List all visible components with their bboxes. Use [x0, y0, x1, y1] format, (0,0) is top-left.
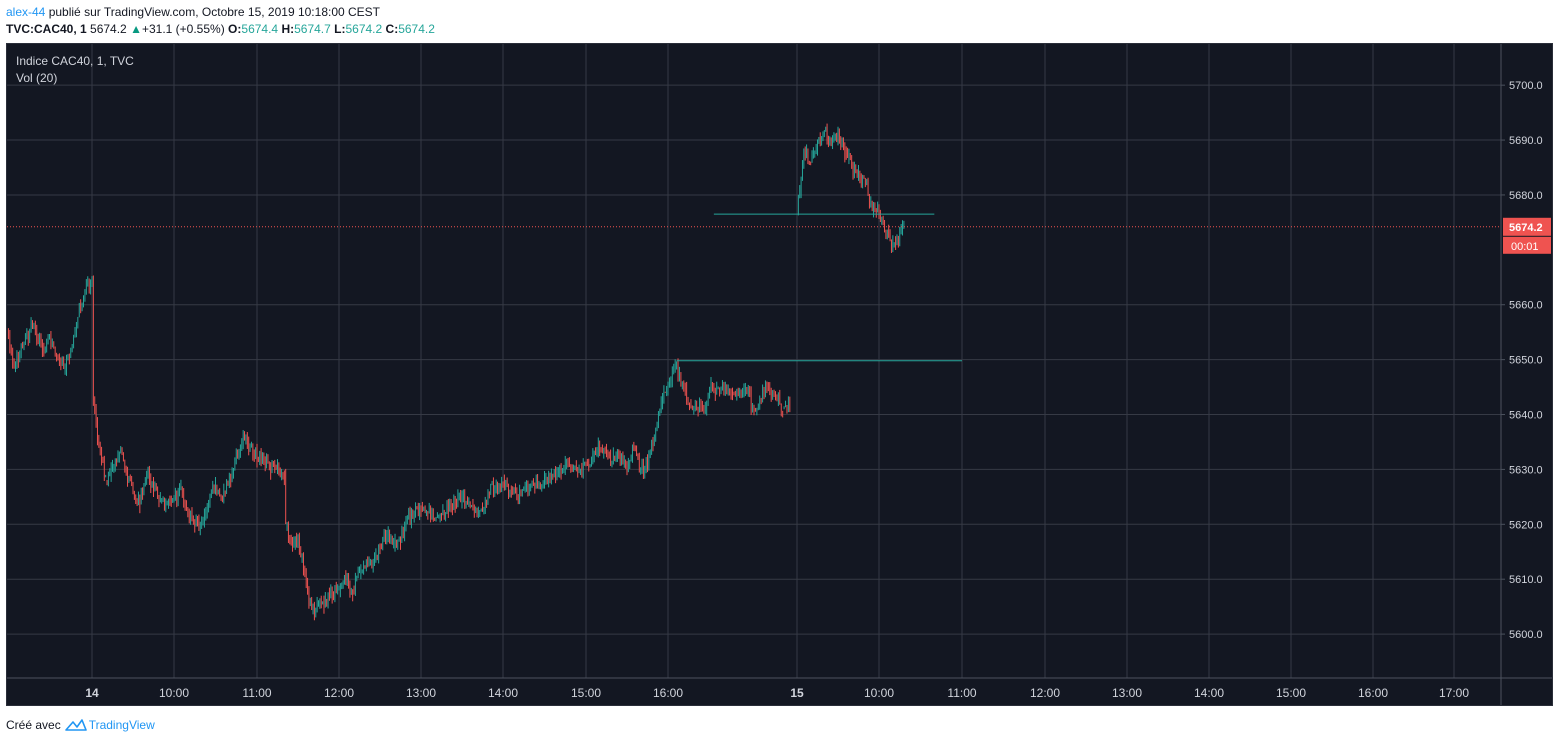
- volume-legend[interactable]: Vol (20): [16, 71, 58, 85]
- low-value: 5674.2: [345, 22, 383, 36]
- tradingview-link[interactable]: TradingView: [64, 718, 155, 732]
- last-price-badge: [1503, 217, 1551, 236]
- time-tick-label: 11:00: [947, 686, 976, 700]
- price-tick-label: 5700.0: [1509, 80, 1543, 92]
- price-tick-label: 5620.0: [1509, 519, 1543, 531]
- price-tick-label: 5630.0: [1509, 464, 1543, 476]
- close-label: C:: [385, 22, 399, 36]
- low-label: L:: [334, 22, 346, 36]
- last-price-label: 5674.2: [1509, 222, 1543, 234]
- price-tick-label: 5650.0: [1509, 355, 1543, 367]
- open-value: 5674.4: [241, 22, 279, 36]
- author-link[interactable]: alex-44: [6, 5, 46, 19]
- price-tick-label: 5600.0: [1509, 629, 1543, 641]
- time-tick-label: 11:00: [242, 686, 271, 700]
- price-tick-label: 5640.0: [1509, 410, 1543, 422]
- high-label: H:: [281, 22, 295, 36]
- publish-info: alex-44 publié sur TradingView.com, Octo…: [6, 5, 380, 19]
- time-tick-label: 13:00: [1112, 686, 1142, 700]
- time-tick-label: 16:00: [1358, 686, 1388, 700]
- close-value: 5674.2: [398, 22, 435, 36]
- countdown-label: 00:01: [1511, 241, 1539, 253]
- time-tick-label: 13:00: [406, 686, 436, 700]
- time-tick-label: 14:00: [1194, 686, 1224, 700]
- time-tick-label: 10:00: [864, 686, 894, 700]
- countdown-badge: [1503, 236, 1551, 254]
- price-tick-label: 5690.0: [1509, 135, 1543, 147]
- tradingview-logo-icon: [64, 719, 87, 731]
- created-with-text: Créé avec: [6, 718, 61, 732]
- tradingview-brand-text: TradingView: [88, 718, 155, 732]
- price-tick-label: 5660.0: [1509, 300, 1543, 312]
- change-text: +31.1 (+0.55%): [141, 22, 225, 36]
- open-label: O:: [228, 22, 242, 36]
- time-tick-label: 16:00: [653, 686, 683, 700]
- price-tick-label: 5680.0: [1509, 190, 1543, 202]
- ohlc-summary: TVC:CAC40, 1 5674.2 ▲+31.1 (+0.55%) O:56…: [6, 22, 435, 36]
- footer: Créé avec TradingView: [6, 718, 155, 732]
- chart-panel[interactable]: 5600.0 5610.0 5620.0 5630.0 5640.0 5650.0 5660…: [6, 43, 1553, 706]
- publish-text: publié sur TradingView.com, Octobre 15, …: [48, 5, 381, 19]
- time-tick-label: 14:00: [488, 686, 518, 700]
- time-tick-label: 17:00: [1439, 686, 1469, 700]
- last-price-text: 5674.2: [90, 22, 127, 36]
- time-tick-label: 10:00: [159, 686, 189, 700]
- time-tick-label: 12:00: [1030, 686, 1060, 700]
- time-tick-label: 15: [790, 686, 804, 700]
- time-tick-label: 15:00: [1276, 686, 1306, 700]
- price-tick-label: 5610.0: [1509, 574, 1543, 586]
- high-value: 5674.7: [294, 22, 331, 36]
- time-tick-label: 14: [85, 686, 99, 700]
- chart-legend-title[interactable]: Indice CAC40, 1, TVC: [16, 54, 134, 68]
- chart-background: [7, 44, 1552, 705]
- symbol-label: TVC:CAC40, 1: [6, 22, 87, 36]
- time-tick-label: 15:00: [571, 686, 601, 700]
- time-tick-label: 12:00: [324, 686, 354, 700]
- up-arrow-icon: ▲: [130, 22, 142, 36]
- price-chart[interactable]: 5600.0 5610.0 5620.0 5630.0 5640.0 5650.0 5660…: [7, 44, 1552, 705]
